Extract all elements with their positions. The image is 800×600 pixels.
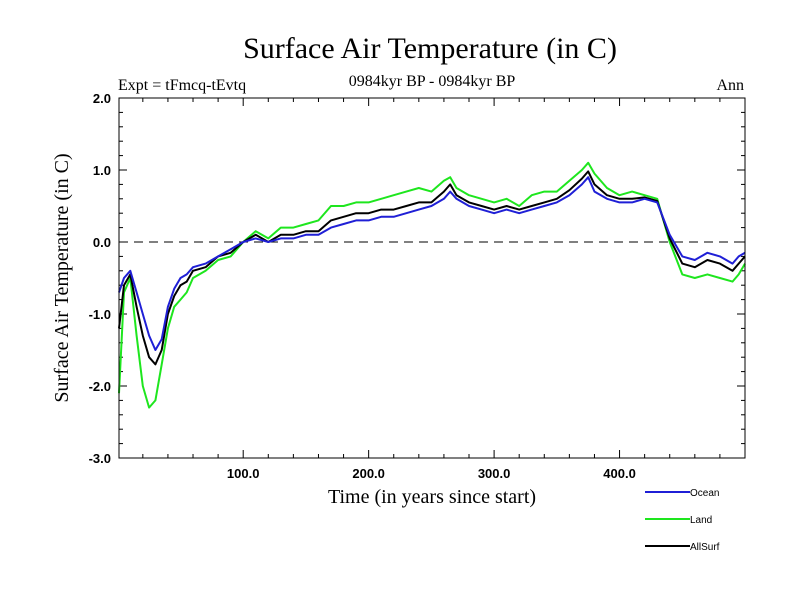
data-series — [118, 161, 746, 409]
y-tick-label: 0.0 — [93, 235, 111, 250]
chart-subtitle: 0984kyr BP - 0984kyr BP — [349, 73, 516, 90]
series-line-allsurf — [118, 170, 746, 366]
y-axis-label: Surface Air Temperature (in C) — [51, 153, 73, 402]
x-tick-label: 400.0 — [603, 466, 636, 481]
x-tick-label: 200.0 — [352, 466, 385, 481]
series-line-land — [118, 161, 746, 409]
series-line-ocean — [118, 176, 746, 351]
y-tick-label: -3.0 — [89, 451, 111, 466]
period-label: Ann — [716, 77, 744, 94]
legend: Ocean Land AllSurf — [645, 488, 720, 553]
x-tick-label: 300.0 — [478, 466, 511, 481]
y-tick-label: -2.0 — [89, 379, 111, 394]
x-axis-label: Time (in years since start) — [328, 486, 536, 508]
chart-title: Surface Air Temperature (in C) — [243, 32, 617, 65]
legend-label-ocean: Ocean — [690, 488, 719, 499]
experiment-label: Expt = tFmcq-tEvtq — [118, 77, 246, 94]
y-tick-label: 1.0 — [93, 163, 111, 178]
x-tick-label: 100.0 — [227, 466, 260, 481]
y-tick-label: -1.0 — [89, 307, 111, 322]
y-tick-label: 2.0 — [93, 91, 111, 106]
legend-label-land: Land — [690, 515, 712, 526]
plot-frame — [118, 97, 746, 459]
legend-label-allsurf: AllSurf — [690, 542, 720, 553]
axis-ticks: 2.0 1.0 0.0 -1.0 -2.0 -3.0 100.0 200.0 300.0 400.… — [89, 91, 745, 481]
